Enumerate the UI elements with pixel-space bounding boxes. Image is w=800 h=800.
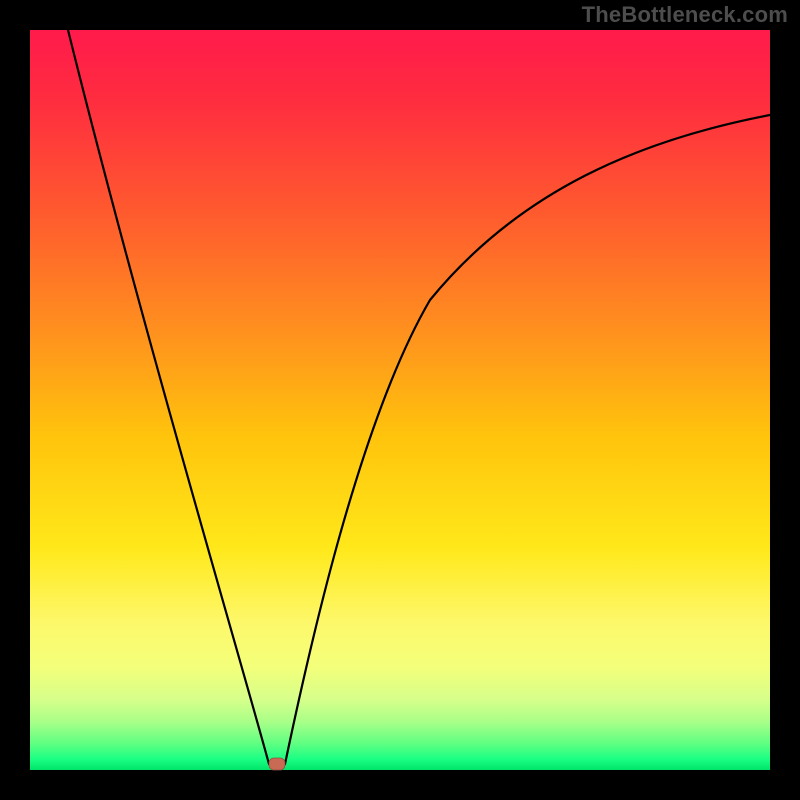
cusp-marker bbox=[269, 758, 285, 770]
chart-stage: TheBottleneck.com bbox=[0, 0, 800, 800]
plot-area bbox=[30, 30, 770, 770]
chart-svg bbox=[0, 0, 800, 800]
watermark-text: TheBottleneck.com bbox=[582, 2, 788, 28]
